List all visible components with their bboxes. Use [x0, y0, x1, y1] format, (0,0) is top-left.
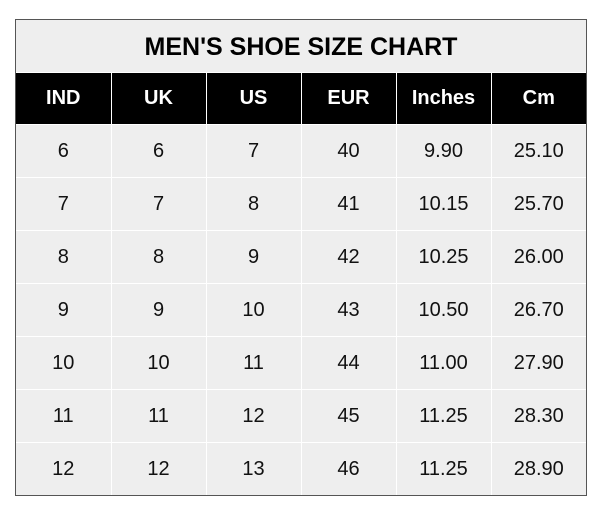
table-cell-us: 7 — [205, 124, 302, 178]
table-cell-inches: 11.00 — [395, 336, 492, 390]
table-cell-inches: 10.15 — [395, 177, 492, 231]
table-cell-cm: 28.30 — [490, 389, 586, 443]
table-cell-uk: 9 — [110, 283, 207, 337]
column-header-uk: UK — [110, 72, 207, 125]
table-cell-us: 8 — [205, 177, 302, 231]
table-cell-us: 10 — [205, 283, 302, 337]
table-cell-uk: 11 — [110, 389, 207, 443]
table-cell-eur: 41 — [300, 177, 397, 231]
column-header-us: US — [205, 72, 302, 125]
table-cell-eur: 40 — [300, 124, 397, 178]
chart-title: MEN'S SHOE SIZE CHART — [16, 20, 586, 72]
table-cell-ind: 11 — [16, 389, 112, 443]
table-cell-inches: 11.25 — [395, 389, 492, 443]
table-row: 10 10 11 44 11.00 27.90 — [16, 336, 586, 390]
column-header-cm: Cm — [490, 72, 586, 125]
table-cell-cm: 26.00 — [490, 230, 586, 284]
table-cell-cm: 28.90 — [490, 442, 586, 495]
table-cell-eur: 43 — [300, 283, 397, 337]
table-cell-eur: 42 — [300, 230, 397, 284]
table-cell-uk: 8 — [110, 230, 207, 284]
table-cell-ind: 8 — [16, 230, 112, 284]
table-cell-cm: 26.70 — [490, 283, 586, 337]
table-cell-eur: 45 — [300, 389, 397, 443]
table-cell-inches: 10.25 — [395, 230, 492, 284]
table-cell-uk: 7 — [110, 177, 207, 231]
table-cell-ind: 6 — [16, 124, 112, 178]
table-row: 9 9 10 43 10.50 26.70 — [16, 283, 586, 337]
size-table: IND UK US EUR Inches Cm 6 6 7 40 9.90 25.10 7 7… — [16, 72, 586, 495]
table-cell-cm: 25.10 — [490, 124, 586, 178]
column-header-ind: IND — [16, 72, 112, 125]
table-cell-inches: 9.90 — [395, 124, 492, 178]
column-header-inches: Inches — [395, 72, 492, 125]
table-cell-us: 12 — [205, 389, 302, 443]
column-header-eur: EUR — [300, 72, 397, 125]
table-cell-ind: 10 — [16, 336, 112, 390]
table-row: 11 11 12 45 11.25 28.30 — [16, 389, 586, 443]
table-cell-ind: 7 — [16, 177, 112, 231]
table-cell-us: 11 — [205, 336, 302, 390]
size-chart: MEN'S SHOE SIZE CHART IND UK US EUR Inch… — [15, 19, 587, 496]
table-cell-eur: 44 — [300, 336, 397, 390]
table-cell-uk: 10 — [110, 336, 207, 390]
table-cell-inches: 11.25 — [395, 442, 492, 495]
header-row: IND UK US EUR Inches Cm — [16, 72, 586, 125]
table-cell-us: 13 — [205, 442, 302, 495]
table-cell-uk: 12 — [110, 442, 207, 495]
table-row: 12 12 13 46 11.25 28.90 — [16, 442, 586, 495]
table-row: 7 7 8 41 10.15 25.70 — [16, 177, 586, 231]
table-cell-ind: 12 — [16, 442, 112, 495]
table-cell-us: 9 — [205, 230, 302, 284]
table-body: 6 6 7 40 9.90 25.10 7 7 8 41 10.15 25.70 8 8 9 42 10.25 2… — [16, 124, 586, 495]
table-cell-cm: 25.70 — [490, 177, 586, 231]
table-row: 8 8 9 42 10.25 26.00 — [16, 230, 586, 284]
table-cell-ind: 9 — [16, 283, 112, 337]
table-cell-inches: 10.50 — [395, 283, 492, 337]
table-cell-eur: 46 — [300, 442, 397, 495]
table-cell-uk: 6 — [110, 124, 207, 178]
table-cell-cm: 27.90 — [490, 336, 586, 390]
table-row: 6 6 7 40 9.90 25.10 — [16, 124, 586, 178]
